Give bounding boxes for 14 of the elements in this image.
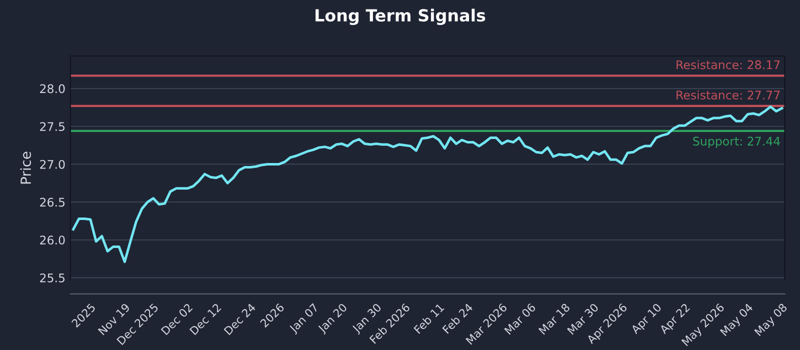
y-tick-label: 27.0 (40, 160, 65, 169)
x-tick-label: Jan 20 (317, 302, 349, 335)
ref-line-label: Resistance: 28.17 (676, 60, 780, 70)
x-tick-label: Dec 24 (224, 302, 256, 336)
ref-line-label: Support: 27.44 (693, 136, 780, 148)
chart-title: Long Term Signals (316, 8, 486, 26)
y-tick-label: 28.0 (40, 84, 65, 94)
ref-line-label: Resistance: 27.77 (676, 90, 780, 100)
y-tick-label: 26.0 (40, 236, 65, 245)
y-tick-label: 25.5 (40, 273, 65, 282)
y-tick-label: 26.5 (40, 198, 65, 207)
y-tick-label: 27.5 (40, 122, 65, 132)
line-series (72, 105, 784, 264)
y-axis-title: Price (20, 152, 32, 184)
